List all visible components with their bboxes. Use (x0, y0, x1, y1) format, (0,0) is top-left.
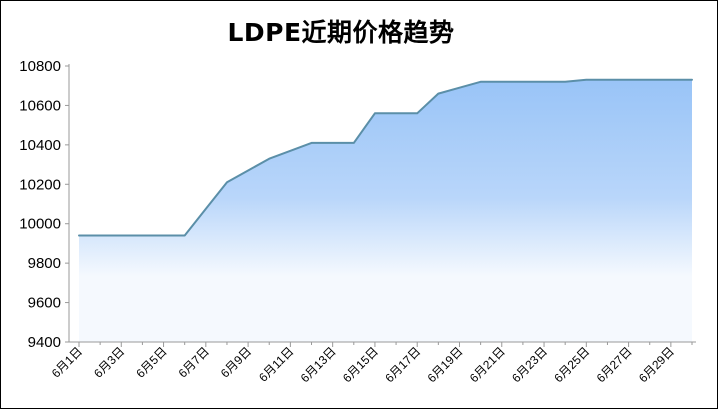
series-area-fill (79, 79, 692, 343)
x-tick-label: 6月29日 (636, 344, 677, 385)
x-tick-label: 6月11日 (256, 344, 296, 384)
y-tick-label: 9600 (28, 295, 61, 312)
x-tick-label: 6月3日 (91, 344, 127, 380)
y-tick-label: 10000 (19, 216, 61, 233)
x-tick-label: 6月9日 (218, 344, 254, 380)
y-tick-label: 10800 (19, 58, 61, 75)
x-tick-label: 6月25日 (551, 344, 592, 385)
x-tick-label: 6月27日 (594, 344, 635, 385)
x-tick-label: 6月19日 (425, 344, 466, 385)
chart-title: LDPE近期价格趋势 (227, 18, 455, 47)
x-tick-label: 6月13日 (298, 344, 339, 385)
y-tick-label: 10600 (19, 97, 61, 114)
x-tick-label: 6月23日 (509, 344, 550, 385)
series-line (78, 78, 693, 237)
y-tick-label: 9400 (28, 334, 61, 351)
x-tick-label: 6月21日 (467, 344, 508, 385)
y-tick-label: 10400 (19, 137, 61, 154)
x-tick-label: 6月17日 (382, 344, 423, 385)
x-tick-label: 6月15日 (340, 344, 381, 385)
x-tick-label: 6月7日 (176, 344, 212, 380)
y-tick-label: 9800 (28, 255, 61, 272)
x-tick-label: 6月5日 (133, 344, 169, 380)
y-tick-label: 10200 (19, 176, 61, 193)
